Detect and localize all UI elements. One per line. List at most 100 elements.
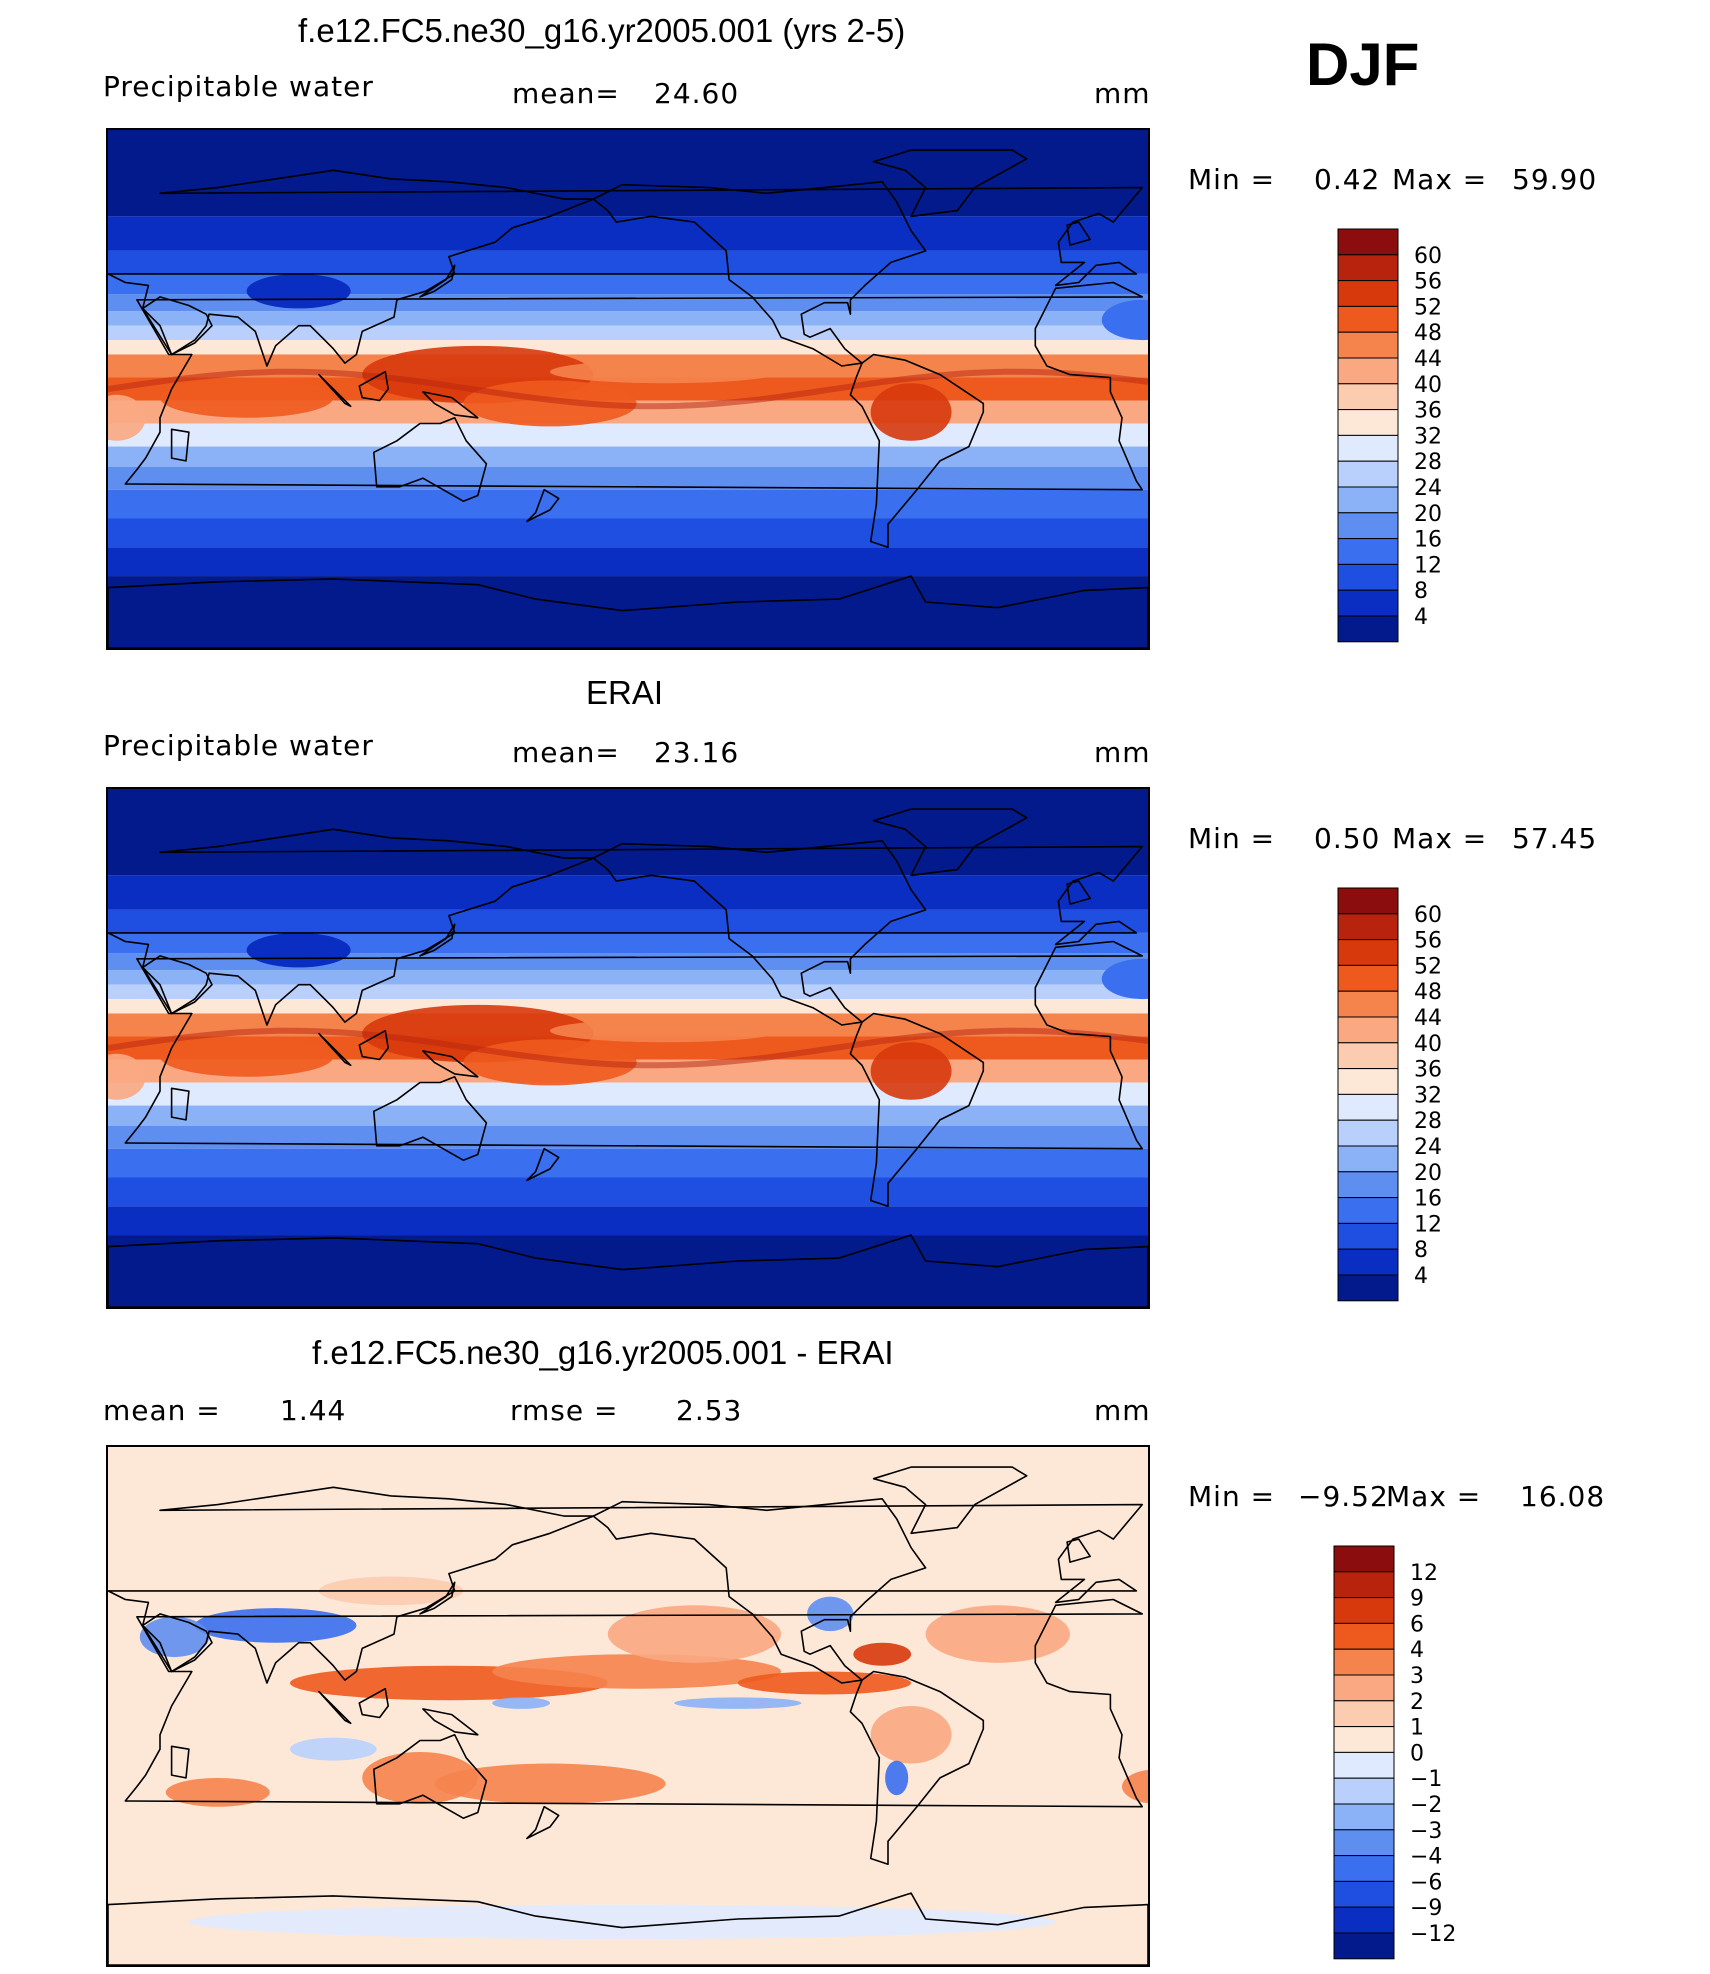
colorbar-swatch — [1333, 1700, 1395, 1728]
colorbar-swatch — [1337, 383, 1399, 411]
unit-label: mm — [1094, 77, 1151, 110]
colorbar-swatch — [1337, 254, 1399, 282]
max-value: 57.45 — [1512, 822, 1598, 855]
coastline — [872, 149, 1028, 218]
colorbar-tick-label: 56 — [1414, 270, 1442, 295]
colorbar-tick-label: 4 — [1414, 605, 1428, 630]
rmse-value: 2.53 — [676, 1394, 743, 1427]
colorbar-tick-label: 9 — [1410, 1587, 1424, 1612]
coastline — [592, 1497, 927, 1684]
field-map — [108, 130, 1148, 648]
panel-title: f.e12.FC5.ne30_g16.yr2005.001 - ERAI — [312, 1334, 894, 1371]
coastline — [358, 1687, 390, 1719]
map-erai-precipitable-water — [106, 787, 1150, 1309]
colorbar-tick-label: 36 — [1414, 399, 1442, 424]
colorbar-swatch — [1333, 1880, 1395, 1908]
colorbar-tick-label: 16 — [1414, 528, 1442, 553]
panel-title: ERAI — [586, 674, 664, 711]
colorbar-tick-label: 36 — [1414, 1058, 1442, 1083]
colorbar-swatch — [1333, 1597, 1395, 1624]
coastline — [108, 828, 1143, 1026]
colorbar-tick-label: −9 — [1410, 1896, 1442, 1921]
coastline — [124, 940, 1143, 1150]
mean-label: mean= — [512, 736, 620, 769]
mean-value: 24.60 — [654, 77, 740, 110]
field-map — [108, 789, 1148, 1307]
max-label: Max = — [1392, 822, 1488, 855]
colorbar-tick-label: 28 — [1414, 450, 1442, 475]
colorbar-tick-label: 12 — [1414, 553, 1442, 578]
season-label: DJF — [1306, 31, 1420, 98]
colorbar-tick-label: 40 — [1414, 373, 1442, 398]
colorbar-swatch — [1333, 1622, 1395, 1650]
coastline — [422, 1708, 479, 1736]
colorbar-tick-label: 28 — [1414, 1109, 1442, 1134]
colorbar-tick-label: 48 — [1414, 321, 1442, 346]
coastline — [318, 373, 352, 408]
colorbar-tick-label: −1 — [1410, 1767, 1442, 1792]
coastline — [141, 1613, 213, 1673]
coastlines — [108, 808, 1148, 1307]
colorbar: 60 56 52 48 44 40 36 32 28 24 20 16 12 8 4 — [1337, 228, 1498, 643]
colorbar-tick-label: 3 — [1410, 1664, 1424, 1689]
coastline — [170, 428, 190, 462]
colorbar-swatch — [1337, 305, 1399, 333]
coastline — [141, 296, 213, 356]
coastline — [419, 264, 456, 298]
diff-map — [108, 1447, 1148, 1965]
colorbar-tick-label: 32 — [1414, 1083, 1442, 1108]
colorbar-tick-label: 44 — [1414, 1006, 1442, 1031]
colorbar-tick-label: 1 — [1410, 1716, 1424, 1741]
colorbar-swatch — [1337, 964, 1399, 992]
colorbar-swatch — [1337, 486, 1399, 514]
colorbar-swatch — [1337, 1016, 1399, 1044]
colorbar-tick-label: 6 — [1410, 1612, 1424, 1637]
coastline — [422, 391, 479, 419]
colorbar-tick-label: −2 — [1410, 1793, 1442, 1818]
coastline — [526, 1805, 560, 1840]
colorbar-swatch — [1333, 1803, 1395, 1831]
colorbar-swatch — [1333, 1545, 1395, 1573]
coastline — [358, 370, 390, 402]
colorbar-swatch — [1333, 1829, 1395, 1857]
colorbar-swatch — [1337, 434, 1399, 462]
colorbar-swatch — [1337, 357, 1399, 385]
colorbar-tick-label: 44 — [1414, 347, 1442, 372]
colorbar-swatch — [1337, 1222, 1399, 1250]
colorbar-swatch — [1337, 512, 1399, 540]
colorbar-swatch — [1333, 1777, 1395, 1805]
colorbar-tick-label: 0 — [1410, 1741, 1424, 1766]
colorbar-tick-label: 4 — [1414, 1264, 1428, 1289]
coastline — [849, 353, 985, 549]
colorbar-tick-label: 20 — [1414, 1161, 1442, 1186]
colorbar-swatch — [1333, 1751, 1395, 1779]
colorbar-swatch — [1337, 939, 1399, 966]
min-value: 0.50 — [1314, 822, 1381, 855]
colorbar-swatch — [1337, 1197, 1399, 1224]
coastline — [1066, 1538, 1092, 1563]
map-field-layer — [108, 1447, 1148, 1965]
min-value: 0.42 — [1314, 163, 1381, 196]
colorbar: 60 56 52 48 44 40 36 32 28 24 20 16 12 8 4 — [1337, 887, 1498, 1302]
coastline — [372, 1733, 488, 1820]
coastline — [849, 1670, 985, 1866]
min-label: Min = — [1188, 822, 1276, 855]
rmse-label: rmse = — [510, 1394, 619, 1427]
coastline — [141, 955, 213, 1015]
colorbar-tick-label: 40 — [1414, 1032, 1442, 1057]
map-field-layer — [108, 789, 1148, 1307]
coastline — [419, 923, 456, 957]
coastline — [1066, 221, 1092, 246]
mean-label: mean= — [512, 77, 620, 110]
unit-label: mm — [1094, 736, 1151, 769]
coastline — [592, 839, 927, 1026]
colorbar-swatch — [1337, 228, 1399, 256]
mean-label: mean = — [103, 1394, 221, 1427]
colorbar-tick-label: 24 — [1414, 1135, 1442, 1160]
coastline — [1066, 880, 1092, 905]
colorbar-swatch — [1337, 1093, 1399, 1121]
colorbar-tick-label: 2 — [1410, 1690, 1424, 1715]
max-value: 59.90 — [1512, 163, 1598, 196]
coastline — [108, 1234, 1148, 1307]
colorbar-swatch — [1337, 615, 1399, 643]
